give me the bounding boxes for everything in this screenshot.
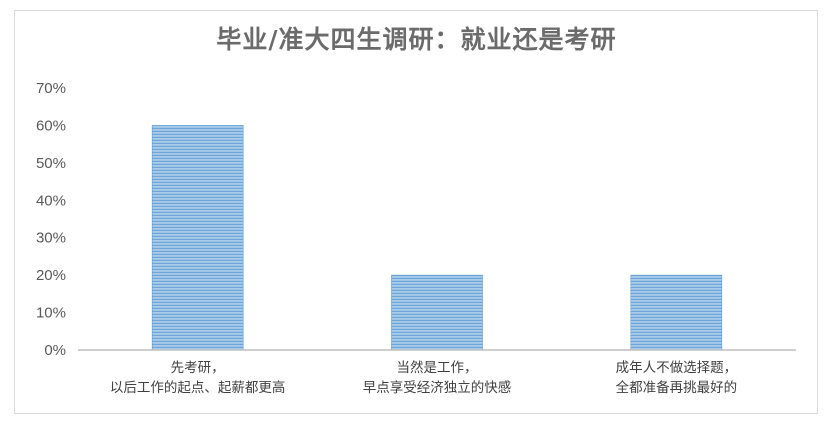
chart-title: 毕业/准大四生调研：就业还是考研: [216, 25, 617, 54]
category-label: 当然是工作， 早点享受经济独立的快感: [363, 359, 512, 396]
category-label-line: 当然是工作，: [397, 359, 478, 376]
bar: [391, 274, 483, 351]
bar: [151, 125, 244, 351]
y-tick-label: 50%: [36, 155, 66, 172]
category-labels: 先考研， 以后工作的起点、起薪都更高 当然是工作， 早点享受经济独立的快感 成年人不做选…: [110, 359, 737, 396]
category-label-line: 先考研，: [171, 360, 225, 376]
bars: [151, 125, 723, 351]
category-label: 成年人不做选择题， 全都准备再挑最好的: [616, 360, 738, 396]
y-tick-label: 0%: [44, 342, 66, 359]
y-tick-label: 20%: [36, 267, 66, 284]
y-tick-label: 10%: [36, 305, 66, 322]
category-label-line: 早点享受经济独立的快感: [363, 379, 512, 396]
category-label: 先考研， 以后工作的起点、起薪都更高: [110, 360, 286, 396]
category-label-line: 全都准备再挑最好的: [616, 379, 738, 396]
y-tick-label: 60%: [36, 117, 66, 134]
y-tick-label: 70%: [36, 80, 66, 97]
y-tick-label: 40%: [36, 192, 66, 209]
category-label-line: 以后工作的起点、起薪都更高: [110, 379, 286, 396]
y-tick-label: 30%: [36, 230, 66, 247]
bar: [630, 274, 723, 351]
category-label-line: 成年人不做选择题，: [616, 360, 738, 376]
y-axis-ticks: 0% 10% 20% 30% 40% 50% 60% 70%: [36, 80, 66, 359]
